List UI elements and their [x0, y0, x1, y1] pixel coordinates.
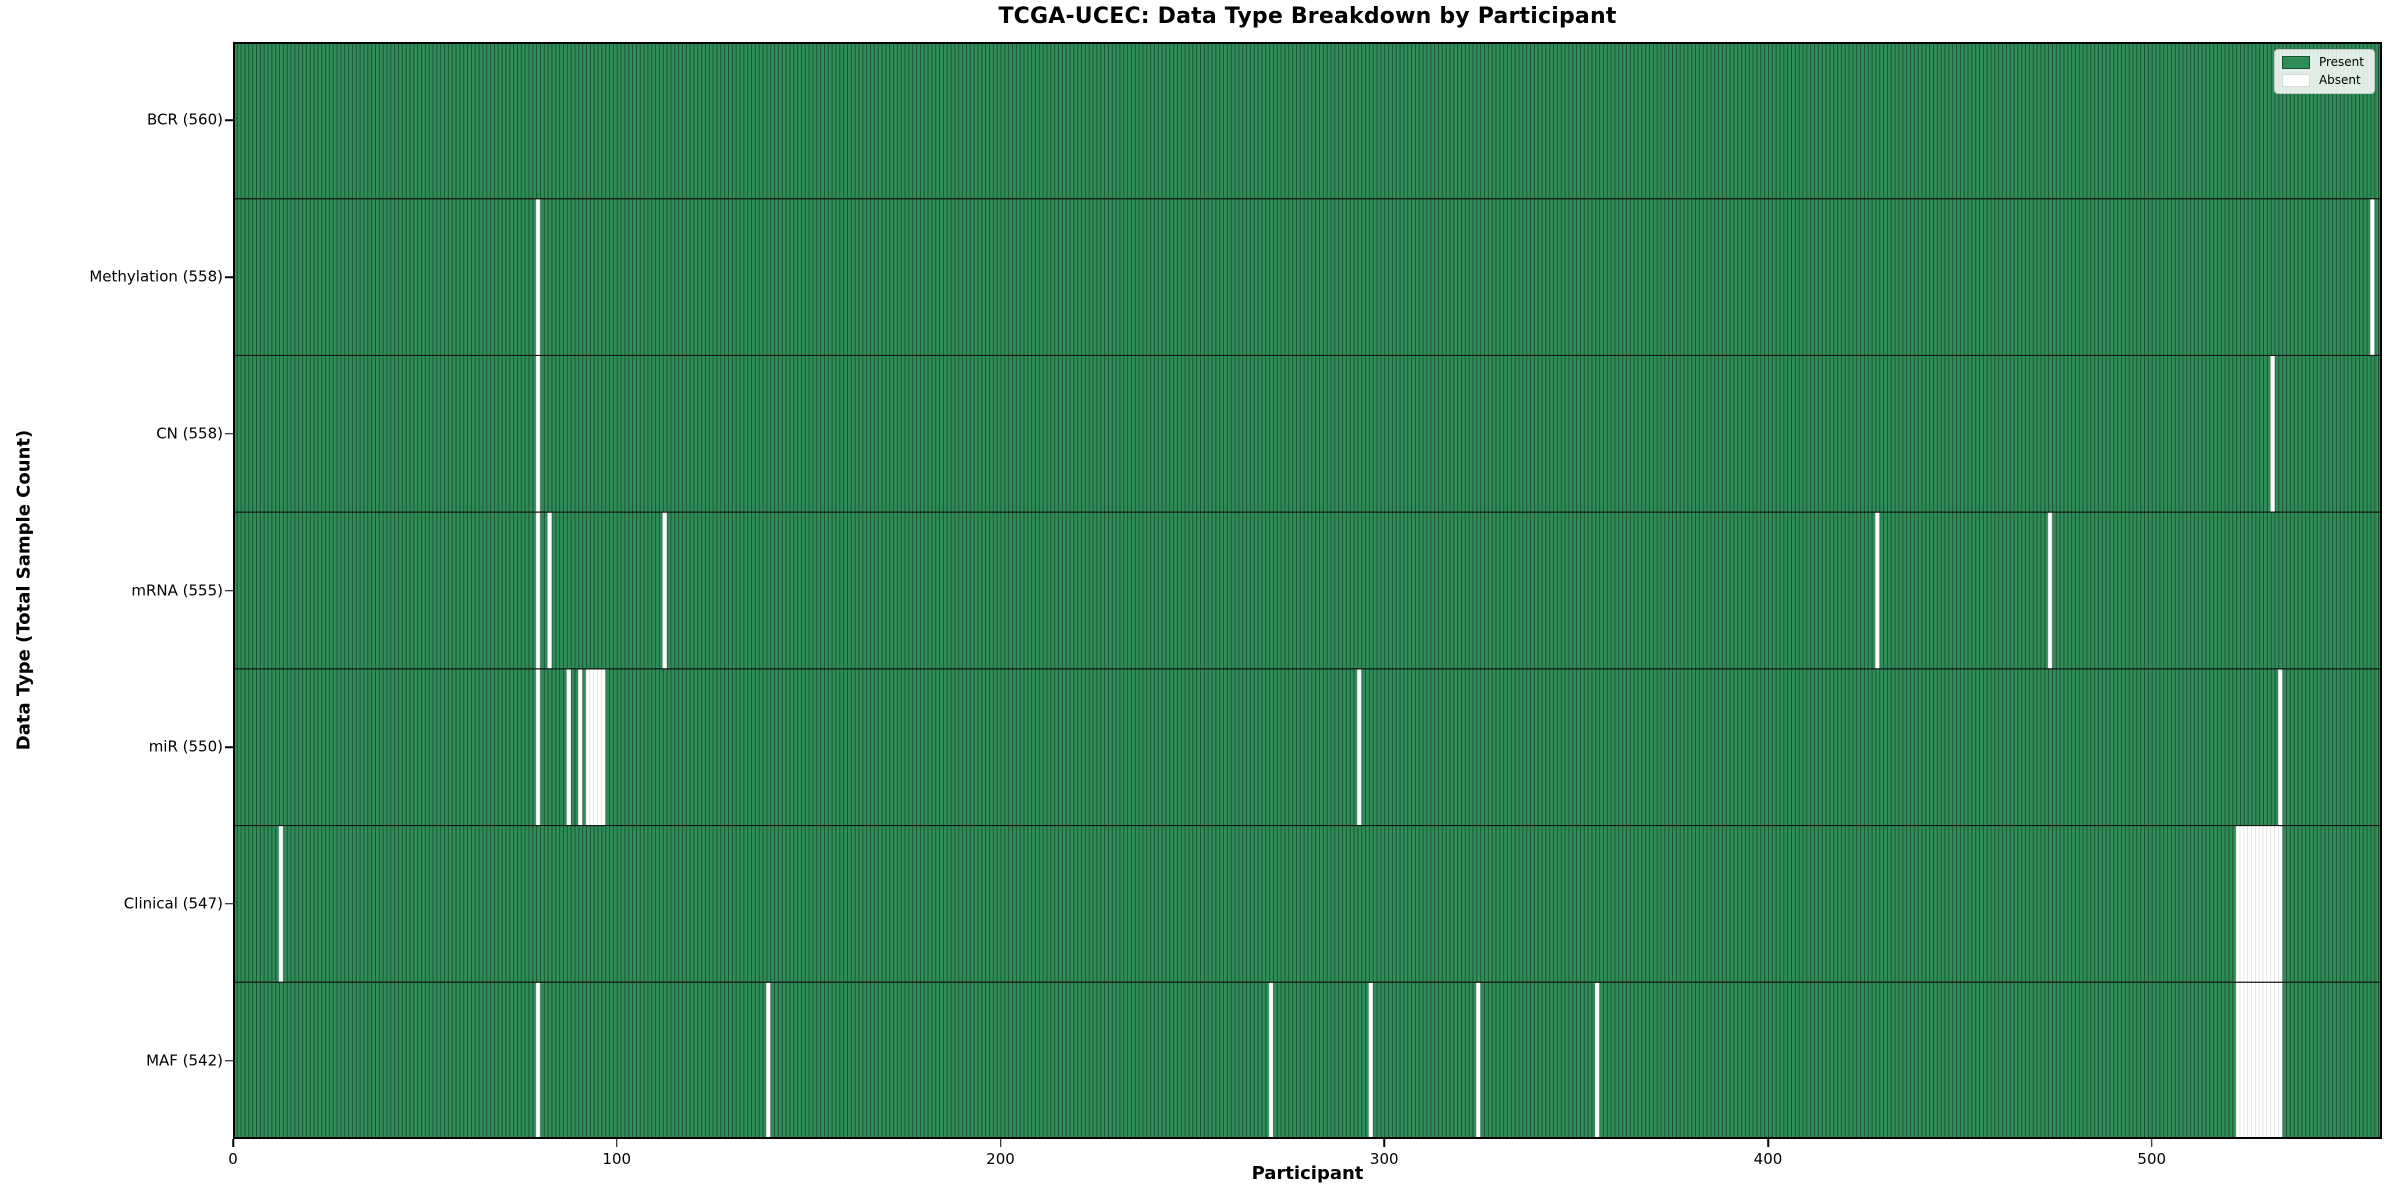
- legend-item-present: Present: [2281, 55, 2364, 69]
- y-tick-mark: [225, 1059, 233, 1062]
- x-tick-mark: [1383, 1139, 1385, 1147]
- x-tick-mark: [2151, 1139, 2153, 1147]
- x-tick-label: 0: [228, 1150, 238, 1168]
- y-tick-label: Clinical (547): [123, 894, 223, 913]
- x-tick-label: 500: [2137, 1150, 2167, 1168]
- x-tick-mark: [999, 1139, 1002, 1147]
- y-tick-label: BCR (560): [146, 110, 223, 129]
- x-tick-mark: [1767, 1139, 1769, 1147]
- y-tick-label: mRNA (555): [131, 581, 223, 599]
- x-tick-label: 200: [986, 1150, 1015, 1168]
- x-tick-mark: [616, 1139, 618, 1147]
- legend-swatch-present-icon: [2281, 55, 2310, 69]
- y-tick-label: MAF (542): [146, 1051, 223, 1070]
- y-tick-mark: [225, 433, 233, 435]
- plot-area: Present Absent: [233, 42, 2382, 1139]
- y-tick-label: miR (550): [148, 737, 223, 756]
- y-tick-label: CN (558): [156, 424, 223, 443]
- heatmap-canvas: [233, 42, 2382, 1139]
- x-tick-label: 300: [1369, 1150, 1399, 1168]
- y-tick-mark: [225, 746, 233, 748]
- legend-swatch-absent-icon: [2281, 73, 2310, 87]
- legend: Present Absent: [2273, 49, 2375, 94]
- y-tick-mark: [225, 276, 233, 278]
- x-tick-mark: [232, 1139, 234, 1147]
- x-tick-label: 400: [1753, 1150, 1783, 1168]
- y-tick-label: Methylation (558): [89, 267, 223, 286]
- y-tick-mark: [225, 119, 233, 122]
- legend-item-absent: Absent: [2281, 73, 2364, 87]
- y-tick-mark: [225, 903, 233, 905]
- x-axis-label: Participant: [1251, 1163, 1364, 1184]
- legend-label-absent: Absent: [2318, 73, 2361, 87]
- legend-label-present: Present: [2318, 55, 2364, 69]
- y-tick-mark: [225, 589, 233, 592]
- x-tick-label: 100: [602, 1150, 632, 1168]
- chart-title: TCGA-UCEC: Data Type Breakdown by Partic…: [998, 4, 1617, 29]
